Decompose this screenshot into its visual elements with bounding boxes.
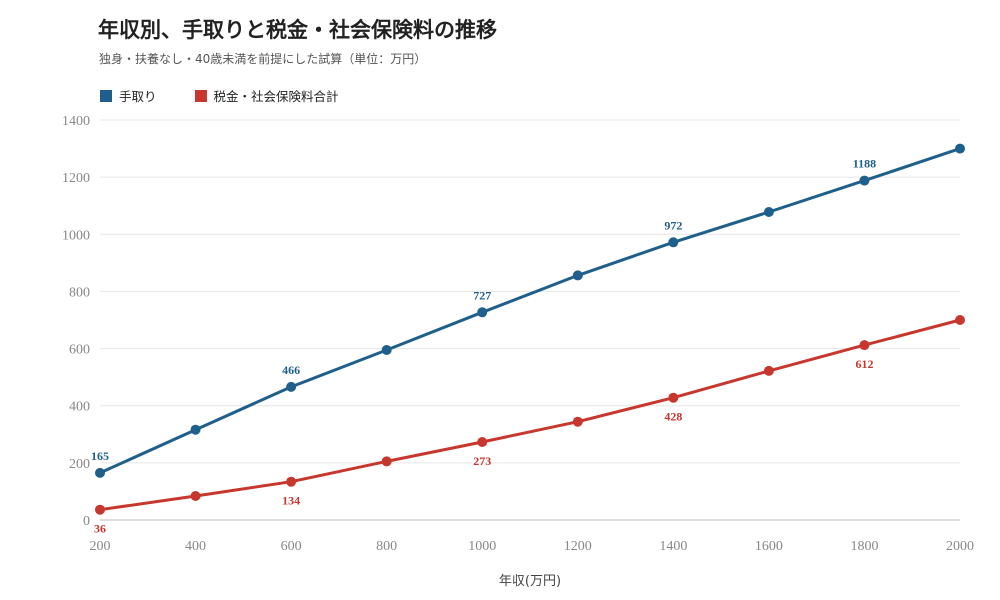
y-tick-label-1200: 1200 — [62, 171, 90, 186]
data-point-s0-400 — [190, 424, 201, 435]
data-label-s1-600: 134 — [282, 494, 300, 508]
series-line-0 — [99, 147, 961, 475]
y-tick-label-400: 400 — [69, 400, 90, 415]
legend-item-tax-total: 税金・社会保険料合計 — [194, 86, 339, 105]
data-point-s1-600 — [286, 476, 297, 487]
legend-item-take-home: 手取り — [100, 86, 157, 105]
data-point-s0-800 — [381, 345, 392, 355]
data-point-s1-1200 — [572, 416, 583, 427]
legend: 手取り 税金・社会保険料合計 — [100, 86, 377, 105]
data-point-s0-1800 — [859, 175, 870, 186]
data-label-s0-1800: 1188 — [853, 157, 876, 171]
legend-swatch-tax-total — [194, 89, 207, 102]
series-line-1 — [99, 318, 961, 512]
data-point-s1-2000 — [955, 315, 965, 325]
data-point-s1-1400 — [668, 392, 679, 403]
legend-swatch-take-home — [100, 89, 112, 102]
data-label-s1-1000: 273 — [473, 454, 491, 468]
data-label-s1-200: 36 — [94, 522, 106, 536]
x-tick-label-400: 400 — [185, 539, 206, 554]
chart-title: 年収別、手取りと税金・社会保険料の推移 — [98, 18, 497, 42]
data-point-s0-200 — [95, 467, 105, 478]
data-label-s0-1000: 727 — [473, 288, 491, 302]
data-label-s0-1400: 972 — [664, 218, 682, 232]
legend-label-take-home: 手取り — [119, 89, 157, 104]
y-tick-label-1000: 1000 — [62, 228, 90, 243]
data-point-s1-1800 — [859, 340, 870, 351]
y-tick-label-800: 800 — [69, 285, 90, 300]
x-tick-label-1400: 1400 — [659, 539, 687, 554]
y-tick-label-1400: 1400 — [62, 114, 90, 129]
chart-subtitle: 独身・扶養なし・40歳未満を前提にした試算（単位：万円） — [99, 52, 427, 66]
data-point-s1-1600 — [763, 365, 774, 376]
legend-label-tax-total: 税金・社会保険料合計 — [213, 89, 339, 104]
data-point-s1-800 — [381, 456, 392, 467]
y-tick-label-600: 600 — [69, 343, 90, 358]
x-tick-label-1000: 1000 — [468, 539, 496, 554]
data-label-s0-600: 466 — [282, 363, 300, 377]
data-point-s1-1000 — [477, 437, 488, 447]
x-tick-label-600: 600 — [281, 539, 302, 554]
data-point-s1-400 — [190, 491, 201, 501]
data-point-s0-2000 — [955, 143, 965, 154]
data-point-s0-1000 — [477, 307, 488, 318]
y-tick-label-200: 200 — [69, 457, 90, 472]
data-label-s1-1800: 612 — [855, 357, 873, 371]
x-tick-label-1800: 1800 — [850, 539, 878, 554]
data-point-s0-1200 — [572, 270, 583, 281]
data-label-s0-200: 165 — [91, 449, 109, 463]
x-axis-label: 年収(万円) — [498, 574, 562, 589]
y-tick-label-0: 0 — [83, 514, 90, 529]
x-tick-label-800: 800 — [376, 539, 397, 554]
data-point-s0-1600 — [763, 207, 774, 217]
data-point-s1-200 — [95, 504, 105, 515]
data-point-s0-1400 — [668, 237, 679, 248]
data-label-s1-1400: 428 — [664, 410, 682, 424]
x-tick-label-2000: 2000 — [946, 539, 974, 554]
data-point-s0-600 — [286, 381, 297, 392]
x-tick-label-1200: 1200 — [564, 539, 592, 554]
x-tick-label-200: 200 — [90, 539, 111, 554]
x-tick-label-1600: 1600 — [755, 539, 783, 554]
